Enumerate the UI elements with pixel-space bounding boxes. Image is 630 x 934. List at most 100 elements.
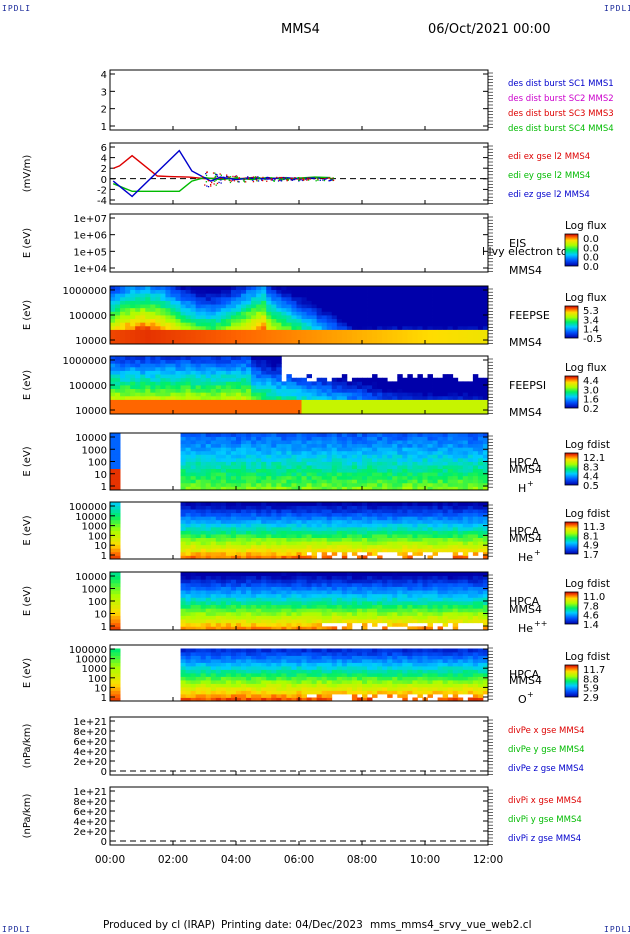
spectrogram-cell — [392, 447, 398, 452]
spectrogram-cell — [377, 325, 383, 330]
spectrogram-cell — [155, 336, 161, 341]
spectrogram-cell — [457, 336, 464, 341]
spectrogram-cell — [422, 479, 428, 484]
spectrogram-cell — [220, 359, 227, 364]
spectrogram-cell — [205, 403, 212, 408]
spectrogram-cell — [210, 597, 217, 602]
spectrogram-cell — [281, 534, 287, 539]
spectrogram-cell — [316, 410, 323, 415]
spectrogram-cell — [205, 377, 212, 382]
legend-entry: des dist burst SC1 MMS1 — [508, 79, 614, 89]
spectrogram-cell — [407, 322, 413, 327]
spectrogram-cell — [185, 626, 192, 631]
spectrogram-cell — [472, 544, 479, 549]
spectrogram-cell — [200, 370, 207, 375]
spectrogram-cell — [467, 505, 474, 510]
spectrogram-cell — [346, 410, 353, 415]
spectrogram-cell — [110, 322, 116, 327]
spectrogram-cell — [392, 465, 398, 470]
spectrogram-cell — [266, 465, 272, 470]
spectrogram-cell — [130, 307, 136, 312]
spectrogram-cell — [190, 374, 197, 379]
spectrogram-cell — [377, 454, 383, 459]
spectrogram-cell — [170, 311, 176, 316]
spectrogram-cell — [447, 289, 454, 294]
spectrogram-cell — [215, 465, 222, 470]
spectrogram-cell — [241, 296, 247, 301]
spectrogram-cell — [372, 512, 378, 517]
spectrogram-cell — [447, 443, 454, 448]
spectrogram-cell — [115, 366, 121, 371]
spectrogram-cell — [110, 548, 116, 553]
spectrogram-cell — [397, 512, 403, 517]
spectrogram-cell — [472, 475, 479, 480]
spectrogram-cell — [462, 318, 469, 323]
spectrogram-cell — [452, 523, 459, 528]
spectrogram-cell — [205, 590, 212, 595]
spectrogram-cell — [412, 395, 418, 400]
spectrogram-cell — [346, 296, 353, 301]
spectrogram-cell — [225, 296, 232, 301]
spectrogram-cell — [205, 447, 212, 452]
spectrogram-cell — [432, 318, 438, 323]
spectrogram-cell — [200, 325, 207, 330]
spectrogram-cell — [115, 604, 121, 609]
spectrogram-cell — [185, 468, 192, 473]
spectrogram-cell — [185, 304, 192, 309]
spectrogram-cell — [180, 318, 186, 323]
spectrogram-cell — [215, 519, 222, 524]
spectrogram-cell — [417, 433, 423, 437]
spectrogram-cell — [256, 410, 262, 415]
spectrogram-cell — [432, 461, 438, 466]
spectrogram-cell — [291, 457, 297, 462]
spectrogram-cell — [432, 443, 438, 448]
spectrogram-cell — [462, 385, 469, 390]
spectrogram-cell — [130, 289, 136, 294]
spectrogram-cell — [286, 475, 292, 480]
spectrogram-cell — [281, 551, 287, 556]
spectrogram-cell — [110, 410, 116, 415]
instrument-label: FEEPSI — [509, 379, 546, 392]
spectrogram-cell — [210, 406, 217, 411]
spectrogram-cell — [185, 356, 192, 361]
spectrogram-cell — [457, 315, 464, 320]
spectrogram-cell — [351, 505, 358, 510]
spectrogram-cell — [467, 392, 474, 397]
spectrogram-cell — [351, 530, 358, 535]
spectrogram-cell — [155, 356, 161, 361]
spectrogram-cell — [472, 318, 479, 323]
spectrogram-cell — [407, 475, 413, 480]
spectrogram-cell — [180, 340, 186, 345]
spectrogram-cell — [301, 289, 307, 294]
spectrogram-cell — [326, 534, 333, 539]
spectrogram-cell — [356, 410, 363, 415]
spectrogram-cell — [407, 329, 413, 334]
spectrogram-cell — [457, 340, 464, 345]
spectrogram-cell — [110, 534, 116, 539]
spectrogram-cell — [412, 502, 418, 506]
spectrogram-cell — [437, 311, 444, 316]
spectrogram-cell — [412, 433, 418, 437]
spectrogram-cell — [110, 356, 116, 361]
spectrogram-cell — [356, 443, 363, 448]
spectrogram-cell — [210, 586, 217, 591]
spectrogram-cell — [301, 622, 307, 627]
spectrogram-cell — [251, 325, 257, 330]
spectrogram-cell — [377, 406, 383, 411]
spectrogram-cell — [271, 385, 277, 390]
spectrogram-cell — [472, 286, 479, 291]
spectrogram-cell — [311, 311, 318, 316]
spectrogram-cell — [321, 433, 328, 437]
spectrogram-cell — [286, 523, 292, 528]
colorbar-label: 3.4 — [583, 315, 599, 326]
spectrogram-cell — [261, 582, 267, 587]
spectrogram-cell — [316, 604, 323, 609]
spectrogram-cell — [467, 519, 474, 524]
spectrogram-cell — [246, 505, 252, 510]
spectrogram-cell — [281, 622, 287, 627]
spectrogram-cell — [195, 516, 202, 521]
spectrogram-cell — [185, 447, 192, 452]
spectrogram-cell — [271, 289, 277, 294]
spectrogram-cell — [402, 443, 408, 448]
spectrogram-cell — [296, 293, 302, 298]
